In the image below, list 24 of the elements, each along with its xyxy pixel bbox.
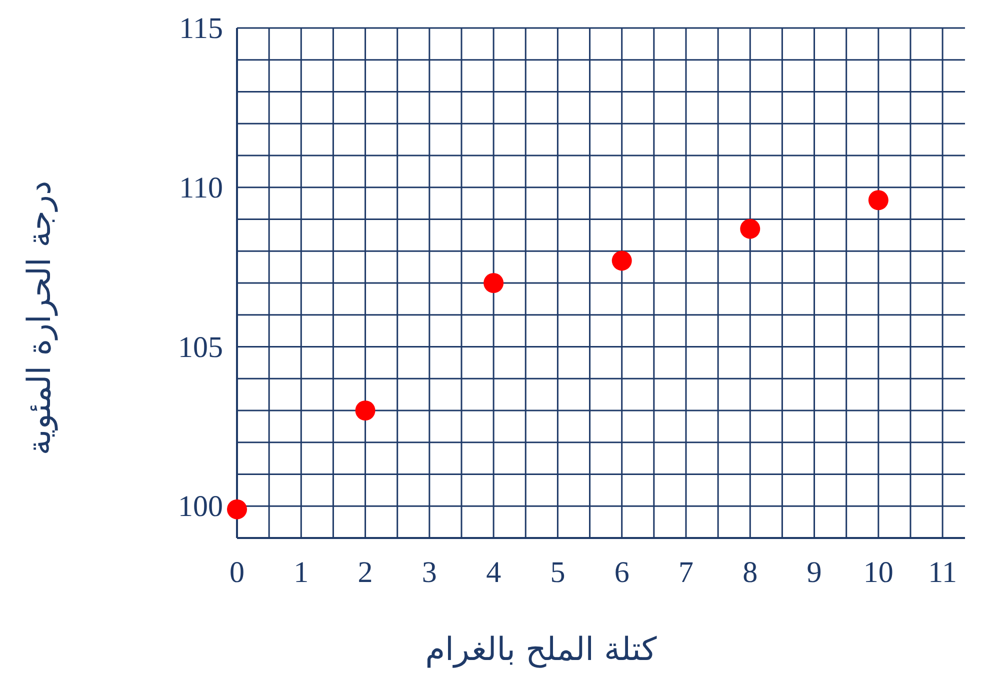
point bbox=[740, 218, 760, 239]
x-tick-label: 11 bbox=[928, 556, 957, 589]
x-tick-label: 5 bbox=[550, 556, 566, 589]
y-tick-label: 110 bbox=[179, 171, 223, 204]
y-axis-title: درجة الحرارة المئوية bbox=[20, 180, 58, 456]
x-tick-label: 7 bbox=[678, 556, 694, 589]
x-tick-label: 6 bbox=[614, 556, 630, 589]
x-tick-label: 8 bbox=[742, 556, 758, 589]
x-tick-label: 3 bbox=[422, 556, 437, 589]
x-tick-label: 4 bbox=[486, 556, 502, 589]
x-tick-label: 2 bbox=[358, 556, 373, 589]
x-tick-label: 1 bbox=[294, 556, 309, 589]
point bbox=[227, 499, 247, 520]
x-axis-title: كتلة الملح بالغرام bbox=[425, 630, 658, 668]
y-tick-label: 105 bbox=[178, 330, 223, 364]
point bbox=[612, 250, 632, 271]
y-tick-label: 115 bbox=[179, 12, 223, 45]
x-tick-label: 9 bbox=[806, 556, 822, 589]
y-tick-label: 100 bbox=[178, 490, 223, 524]
x-tick-label: 0 bbox=[230, 556, 244, 589]
x-tick-label: 10 bbox=[863, 556, 894, 589]
point bbox=[355, 400, 376, 420]
point bbox=[484, 273, 504, 293]
point bbox=[868, 190, 888, 210]
